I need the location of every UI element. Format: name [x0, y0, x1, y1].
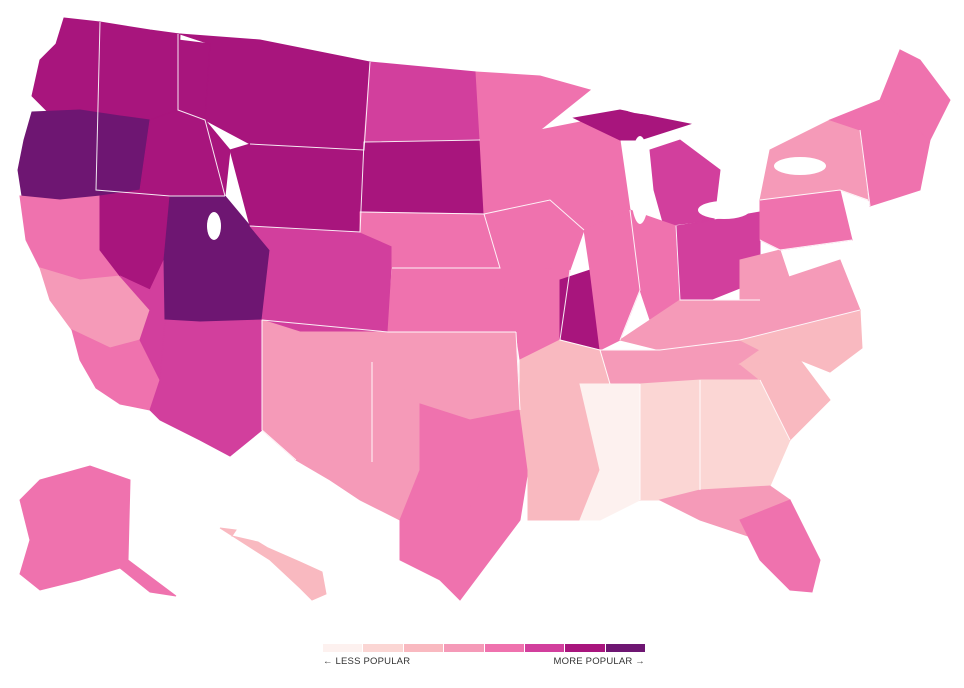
legend-swatch-7	[605, 644, 645, 652]
region-new-mexico	[261, 319, 389, 463]
region-hawaii	[219, 527, 327, 601]
lake-ontario	[774, 157, 826, 175]
region-pennsylvania	[759, 189, 853, 251]
legend-color-scale	[323, 644, 645, 652]
popularity-map	[17, 17, 951, 601]
map-regions	[17, 17, 951, 601]
lakes	[207, 101, 826, 240]
state-boundaries	[95, 21, 871, 500]
region-florida-south	[739, 499, 821, 593]
region-pacific-northwest	[31, 17, 181, 121]
lake-michigan	[630, 136, 650, 224]
region-kansas	[387, 267, 517, 333]
legend-less-popular-label: ← LESS POPULAR	[323, 656, 411, 667]
legend-swatch-4	[484, 644, 524, 652]
lake-superior	[624, 101, 696, 115]
region-alabama	[639, 379, 701, 501]
region-maine	[879, 49, 951, 141]
region-west-virginia	[739, 249, 791, 301]
legend-swatch-1	[363, 644, 403, 652]
legend-swatch-0	[323, 644, 363, 652]
region-south-dakota	[359, 139, 485, 215]
lake-erie	[698, 201, 750, 219]
legend: ← LESS POPULAR MORE POPULAR →	[323, 644, 645, 667]
legend-swatch-6	[565, 644, 605, 652]
region-wyoming	[229, 143, 365, 233]
region-north-dakota	[363, 61, 481, 143]
region-alaska	[19, 465, 177, 597]
great-salt-lake	[207, 212, 221, 240]
region-oregon-interior	[17, 109, 151, 201]
region-michigan-upper	[572, 109, 692, 141]
region-arizona	[149, 319, 263, 457]
region-indiana	[629, 209, 681, 321]
legend-labels: ← LESS POPULAR MORE POPULAR →	[323, 656, 645, 667]
legend-swatch-3	[444, 644, 484, 652]
legend-swatch-2	[403, 644, 444, 652]
legend-more-popular-label: MORE POPULAR →	[553, 656, 645, 667]
region-north-carolina	[738, 309, 863, 373]
legend-swatch-5	[524, 644, 565, 652]
map-svg	[17, 17, 951, 601]
region-colorado	[248, 225, 393, 333]
